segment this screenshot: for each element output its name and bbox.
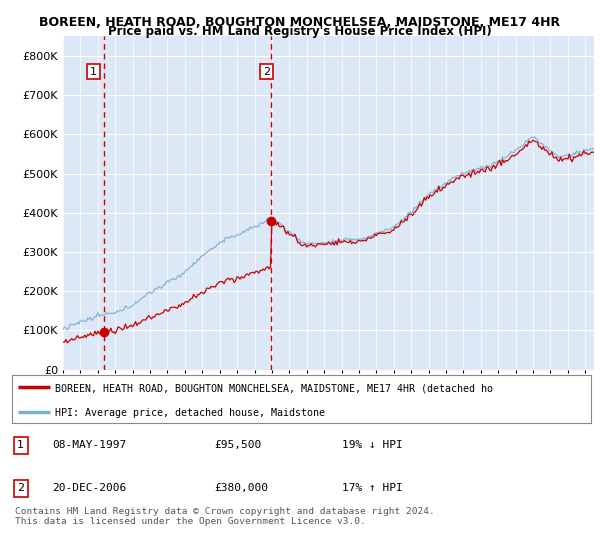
Text: 08-MAY-1997: 08-MAY-1997 <box>53 440 127 450</box>
Text: BOREEN, HEATH ROAD, BOUGHTON MONCHELSEA, MAIDSTONE, ME17 4HR: BOREEN, HEATH ROAD, BOUGHTON MONCHELSEA,… <box>40 16 560 29</box>
Text: £380,000: £380,000 <box>215 483 269 493</box>
Text: £95,500: £95,500 <box>215 440 262 450</box>
Text: BOREEN, HEATH ROAD, BOUGHTON MONCHELSEA, MAIDSTONE, ME17 4HR (detached ho: BOREEN, HEATH ROAD, BOUGHTON MONCHELSEA,… <box>55 383 493 393</box>
Text: 1: 1 <box>90 67 97 77</box>
Text: Price paid vs. HM Land Registry's House Price Index (HPI): Price paid vs. HM Land Registry's House … <box>108 25 492 38</box>
Text: HPI: Average price, detached house, Maidstone: HPI: Average price, detached house, Maid… <box>55 408 325 418</box>
Text: 2: 2 <box>263 67 270 77</box>
Text: Contains HM Land Registry data © Crown copyright and database right 2024.
This d: Contains HM Land Registry data © Crown c… <box>15 507 435 526</box>
Text: 1: 1 <box>17 440 24 450</box>
Text: 20-DEC-2006: 20-DEC-2006 <box>53 483 127 493</box>
Text: 19% ↓ HPI: 19% ↓ HPI <box>342 440 403 450</box>
Text: 17% ↑ HPI: 17% ↑ HPI <box>342 483 403 493</box>
Text: 2: 2 <box>17 483 24 493</box>
